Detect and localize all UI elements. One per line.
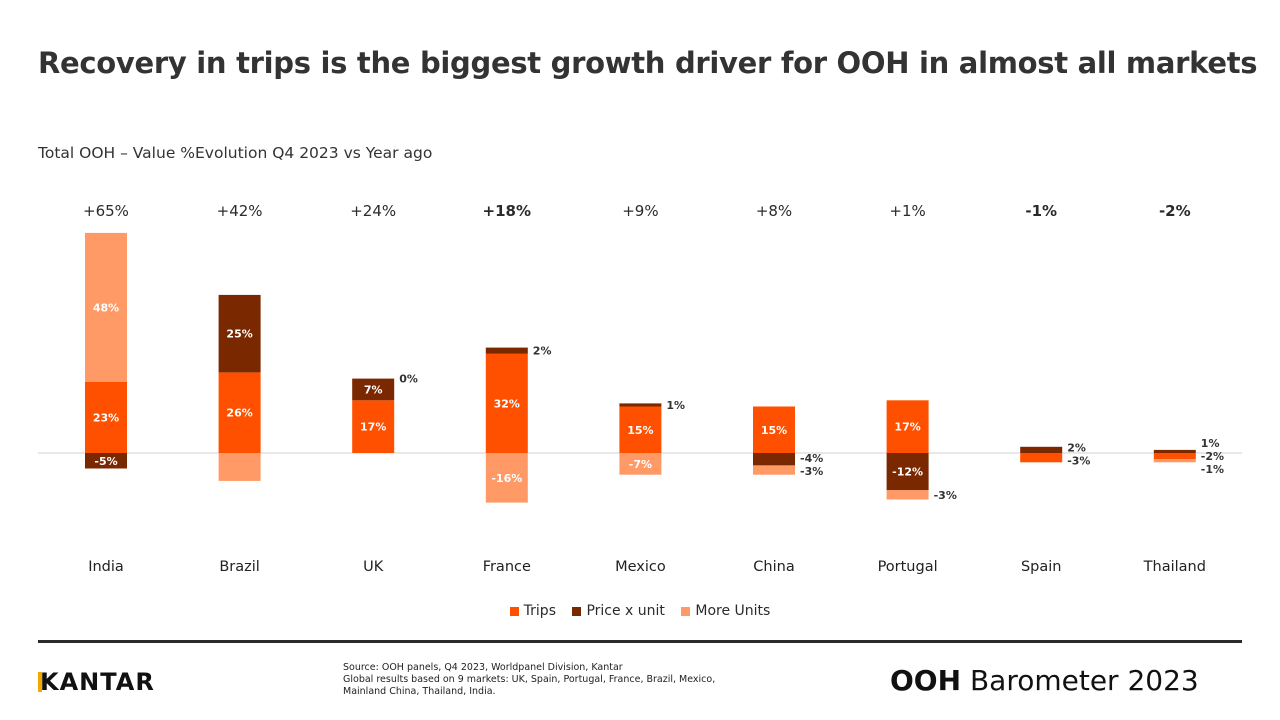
data-label: -3% <box>800 465 823 478</box>
bar-segment <box>753 453 795 466</box>
data-label: -12% <box>892 466 923 479</box>
bar-segment <box>485 453 528 503</box>
total-label: +42% <box>217 202 263 220</box>
data-label: 2% <box>1067 441 1086 454</box>
bar-segment <box>619 406 662 453</box>
total-label: +9% <box>622 202 658 220</box>
legend-item-price: Price x unit <box>572 603 665 619</box>
legend-label: Trips <box>523 603 556 619</box>
data-label: 17% <box>360 421 386 434</box>
data-label: 1% <box>1201 437 1220 450</box>
bar-segment <box>1153 459 1196 463</box>
category-label: UK <box>363 559 384 575</box>
category-label: Spain <box>1021 559 1062 575</box>
data-label: -7% <box>629 458 652 471</box>
category-label: Portugal <box>878 559 938 575</box>
total-label: -2% <box>1159 202 1191 220</box>
bar-segment <box>1153 449 1196 453</box>
bar-segment <box>886 490 929 500</box>
legend-swatch <box>681 606 691 616</box>
data-label: -1% <box>1201 463 1224 476</box>
page-title: Recovery in trips is the biggest growth … <box>38 46 1258 80</box>
bar-segment <box>886 400 929 453</box>
data-label: -3% <box>1067 454 1090 467</box>
source-line: Global results based on 9 markets: UK, S… <box>343 674 716 685</box>
bar-segment <box>352 400 395 453</box>
bar-segment <box>218 453 261 481</box>
data-label: -3% <box>934 489 957 502</box>
bar-segment <box>85 381 127 453</box>
legend: Trips Price x unit More Units <box>0 603 1280 620</box>
category-label: Mexico <box>615 559 666 575</box>
total-label: +8% <box>756 202 792 220</box>
bar-segment <box>485 347 528 354</box>
category-label: China <box>753 559 794 575</box>
data-label: -2% <box>1201 450 1224 463</box>
category-label: Brazil <box>219 559 259 575</box>
data-label: 23% <box>93 411 119 424</box>
category-label: France <box>483 559 531 575</box>
data-label: 32% <box>494 397 520 410</box>
bar-segment <box>218 372 261 453</box>
bar-segment <box>1153 453 1196 460</box>
bar-segment <box>619 403 662 407</box>
data-label: 1% <box>666 399 685 412</box>
data-label: -5% <box>94 455 117 468</box>
data-label: -16% <box>491 472 522 485</box>
total-label: +1% <box>889 202 925 220</box>
bar-segment <box>85 232 127 382</box>
source-line: Source: OOH panels, Q4 2023, Worldpanel … <box>343 662 623 673</box>
chart-subtitle: Total OOH – Value %Evolution Q4 2023 vs … <box>38 144 433 162</box>
data-label: 17% <box>894 421 920 434</box>
category-label: India <box>88 559 124 575</box>
bar-segment <box>753 406 795 453</box>
total-label: +18% <box>483 202 531 220</box>
data-label: 25% <box>226 328 252 341</box>
legend-swatch <box>572 606 582 616</box>
kantar-logo: KANTAR <box>38 668 155 696</box>
bar-segment <box>886 453 929 491</box>
total-label: +24% <box>350 202 396 220</box>
bar-segment <box>753 465 795 475</box>
data-label: 26% <box>226 407 252 420</box>
footer-divider <box>38 640 1242 643</box>
bar-segment <box>1020 446 1063 453</box>
bar-segment <box>485 353 528 453</box>
source-note: Source: OOH panels, Q4 2023, Worldpanel … <box>343 662 763 698</box>
legend-item-trips: Trips <box>509 603 556 619</box>
data-label: 15% <box>761 424 787 437</box>
source-line: Mainland China, Thailand, India. <box>343 686 496 697</box>
legend-swatch <box>509 606 519 616</box>
legend-label: More Units <box>695 603 771 619</box>
data-label: 48% <box>93 301 119 314</box>
data-label: -4% <box>800 452 823 465</box>
data-label: 7% <box>364 383 383 396</box>
legend-label: Price x unit <box>586 603 665 619</box>
data-label: 2% <box>533 345 552 358</box>
data-label: 15% <box>627 424 653 437</box>
bar-segment <box>1020 453 1063 463</box>
total-label: +65% <box>83 202 129 220</box>
category-label: Thailand <box>1143 559 1206 575</box>
data-label: 0% <box>399 373 418 386</box>
brand-title: OOH Barometer 2023 <box>890 664 1199 697</box>
total-label: -1% <box>1025 202 1057 220</box>
legend-item-units: More Units <box>681 603 770 619</box>
stacked-bar-chart: 23% -5% 48% +65% India 26% 25% +42% Brazil 17% 7% 0… <box>38 202 1242 575</box>
bar-segment <box>352 378 395 401</box>
bar-segment <box>85 453 127 469</box>
bar-segment <box>619 453 662 475</box>
bar-segment <box>218 294 261 373</box>
